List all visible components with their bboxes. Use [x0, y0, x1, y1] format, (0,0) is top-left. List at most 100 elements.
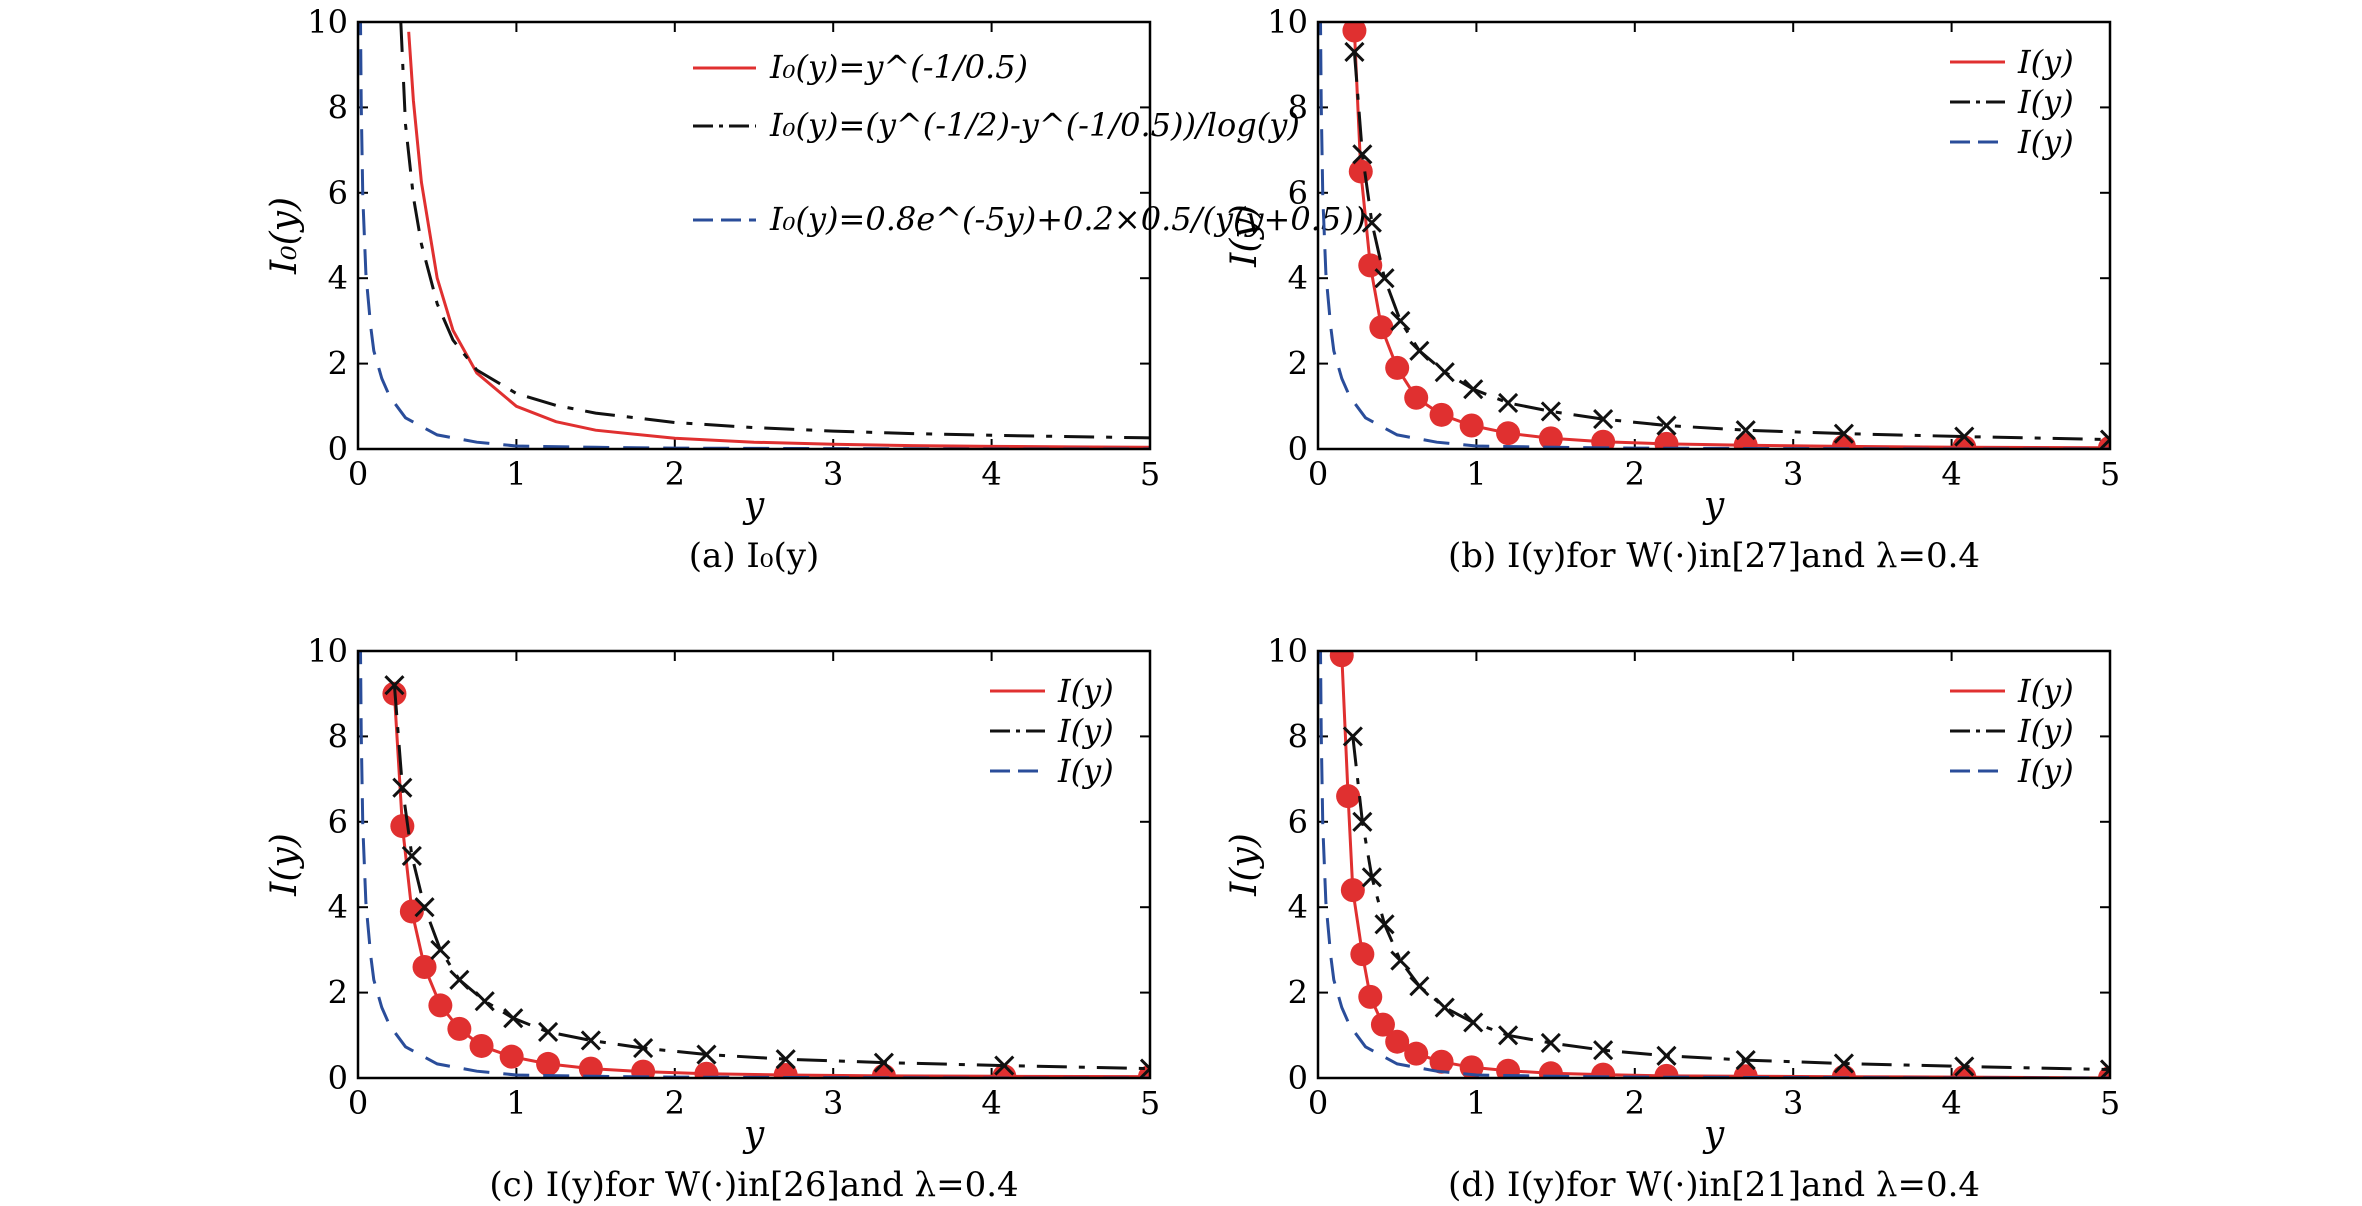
y-tick-label: 8: [1288, 88, 1308, 126]
plot-frame: [1316, 20, 2112, 451]
series-line: [1352, 51, 2110, 442]
data-point: [384, 675, 405, 696]
data-point: [1591, 429, 1616, 449]
y-tick-label: 10: [1267, 632, 1308, 670]
x-tick-label: 4: [1941, 455, 1961, 493]
plot-frame: [356, 20, 1152, 451]
data-point: [1952, 1065, 1977, 1078]
legend-label: I(y): [2017, 43, 2074, 81]
y-tick-label: 2: [1288, 974, 1308, 1012]
data-point: [1954, 426, 1975, 447]
x-tick-label: 0: [348, 455, 368, 493]
data-point: [1540, 401, 1561, 422]
series-2: [359, 651, 1150, 1078]
data-point: [1538, 1061, 1563, 1078]
y-tick-label: 6: [1288, 174, 1308, 212]
data-point: [1390, 310, 1411, 331]
data-point: [399, 899, 424, 924]
data-point: [871, 1063, 896, 1078]
data-point: [428, 993, 453, 1018]
plot-frame: [1316, 649, 2112, 1080]
data-point: [1735, 420, 1756, 441]
x-tick-label: 5: [1140, 1084, 1160, 1122]
data-point: [1369, 315, 1394, 340]
panel-caption: (a) I₀(y): [689, 536, 819, 576]
data-point: [1340, 878, 1365, 903]
panel-d: 0 1 2 3 4 5 0 2 4 6 8 10 y I(y) (d) I(y)for W(·)in[21]…: [1224, 632, 2120, 1205]
legend-label: I₀(y)=(y^(-1/2)-y^(-1/0.5))/log(y): [769, 106, 1300, 144]
data-point: [1352, 811, 1373, 832]
x-tick-label: 0: [1308, 455, 1328, 493]
y-tick-label: 4: [1288, 259, 1308, 297]
data-point: [447, 1016, 472, 1041]
y-tick-label: 10: [1267, 3, 1308, 41]
legend-label: I(y): [2017, 123, 2074, 161]
legend: I₀(y)=y^(-1/0.5) I₀(y)=(y^(-1/2)-y^(-1/0.…: [693, 48, 1366, 238]
data-point: [1540, 1032, 1561, 1054]
data-point: [1385, 355, 1410, 380]
data-point: [694, 1061, 719, 1078]
x-tick-label: 1: [506, 455, 526, 493]
series-line: [359, 651, 1150, 1078]
y-axis-label: I(y): [1224, 833, 1265, 897]
x-tick-label: 5: [2100, 1084, 2120, 1122]
legend-label: I(y): [2017, 712, 2074, 750]
data-point: [392, 777, 413, 798]
panel-b: 0 1 2 3 4 5 0 2 4 6 8 10 y I(y) (b) I(y)for W(·)in[27]…: [1224, 3, 2120, 576]
y-tick-label: 2: [1288, 345, 1308, 383]
panel-caption: (c) I(y)for W(·)in[26]and λ=0.4: [489, 1165, 1018, 1205]
legend-label: I(y): [1057, 712, 1114, 750]
data-point: [1374, 268, 1395, 289]
x-tick-label: 2: [1625, 1084, 1645, 1122]
data-point: [1138, 1064, 1150, 1078]
data-point: [412, 954, 437, 979]
y-tick-label: 8: [328, 88, 348, 126]
x-tick-label: 0: [1308, 1084, 1328, 1122]
data-point: [1496, 1058, 1521, 1078]
data-point: [1434, 997, 1455, 1018]
x-tick-label: 2: [1625, 455, 1645, 493]
data-point: [401, 845, 422, 867]
series-1: [399, 22, 1150, 440]
y-tick-label: 0: [1288, 1059, 1308, 1097]
legend: I(y)I(y)I(y): [1950, 672, 2074, 790]
data-point: [1434, 362, 1455, 383]
legend-label: I(y): [1057, 672, 1114, 710]
data-point: [1591, 1062, 1616, 1078]
data-point: [1496, 421, 1521, 446]
y-tick-label: 2: [328, 974, 348, 1012]
x-tick-label: 5: [1140, 455, 1160, 493]
data-point: [449, 969, 470, 990]
data-point: [414, 897, 435, 918]
data-point: [633, 1038, 654, 1059]
data-point: [1390, 950, 1411, 971]
series-1: [384, 675, 1150, 1078]
y-tick-label: 4: [328, 888, 348, 926]
data-point: [1385, 1029, 1410, 1054]
x-axis-label: y: [1702, 485, 1725, 526]
data-point: [1329, 651, 1354, 668]
series-1: [1344, 41, 2110, 449]
data-point: [1498, 392, 1519, 413]
data-point: [1352, 144, 1373, 165]
data-point: [1952, 435, 1977, 449]
data-point: [1498, 1025, 1519, 1046]
data-point: [499, 1044, 524, 1069]
data-point: [1654, 431, 1679, 449]
y-tick-label: 6: [328, 174, 348, 212]
data-point: [1656, 1045, 1677, 1066]
data-point: [430, 939, 451, 960]
data-point: [696, 1044, 717, 1065]
data-point: [1429, 1049, 1454, 1074]
data-point: [994, 1055, 1015, 1076]
x-tick-label: 3: [823, 1084, 843, 1122]
series-line: [392, 685, 1150, 1071]
x-axis-label: y: [1702, 1114, 1725, 1155]
data-point: [538, 1021, 559, 1042]
series-line: [399, 22, 1150, 440]
legend-label: I₀(y)=y^(-1/0.5): [769, 48, 1028, 86]
data-point: [1374, 914, 1395, 935]
y-axis-label: I(y): [264, 833, 305, 897]
data-point: [1833, 423, 1854, 444]
